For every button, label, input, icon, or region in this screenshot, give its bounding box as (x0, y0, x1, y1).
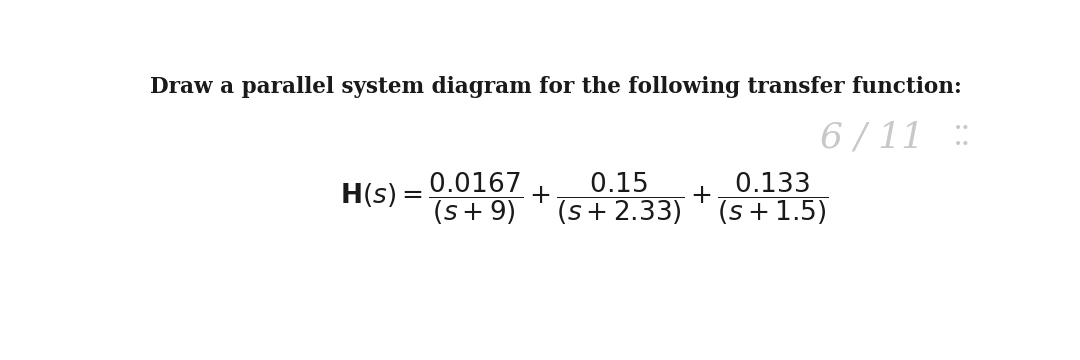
Text: Draw a parallel system diagram for the following transfer function:: Draw a parallel system diagram for the f… (150, 76, 962, 99)
Text: ••
••: •• •• (954, 121, 970, 151)
Text: 6 / 11: 6 / 11 (820, 121, 923, 155)
Text: $\mathbf{H}(\mathit{s}) = \dfrac{0.0167}{(\mathit{s}+9)} + \dfrac{0.15}{(\mathit: $\mathbf{H}(\mathit{s}) = \dfrac{0.0167}… (340, 170, 828, 226)
